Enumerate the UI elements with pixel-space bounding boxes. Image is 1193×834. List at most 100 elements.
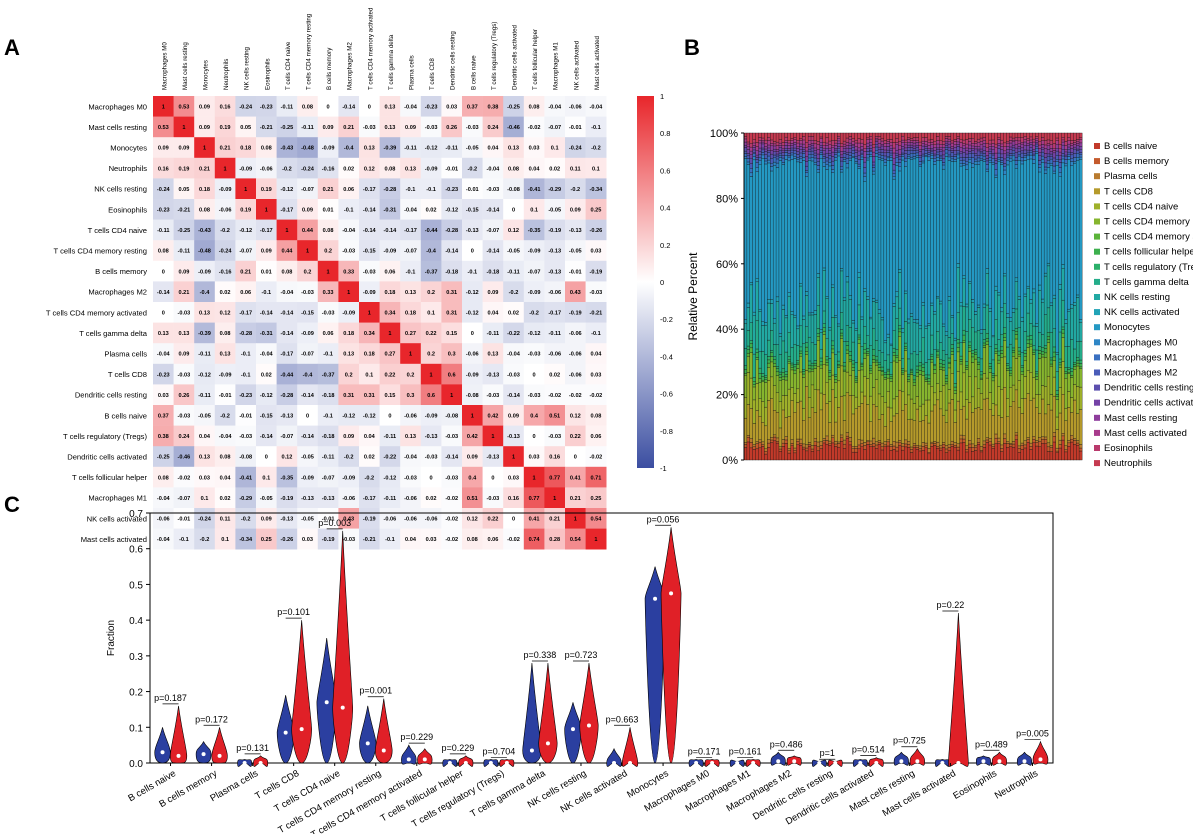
stacked-bar-segment (939, 140, 943, 145)
stacked-bar-segment (828, 158, 832, 163)
stacked-bar-segment (1011, 139, 1016, 142)
heatmap-cell (317, 219, 339, 241)
stacked-bar-segment (883, 444, 888, 447)
heatmap-cell (173, 343, 195, 365)
legend-label: Mast cells activated (1104, 428, 1187, 439)
stacked-bar-segment (936, 143, 940, 149)
violin-group2-median (710, 761, 715, 765)
stacked-bar-segment (1035, 136, 1039, 139)
stacked-bar-segment (781, 152, 786, 156)
stacked-bar-segment (764, 148, 768, 152)
stacked-bar-segment (962, 143, 966, 146)
heatmap-col-label: NK cells activated (573, 40, 580, 90)
heatmap-cell (194, 219, 216, 241)
heatmap-cell-value: -0.06 (548, 290, 561, 296)
stacked-bar-segment (872, 132, 876, 145)
heatmap-cell-value: 0.34 (384, 311, 396, 317)
stacked-bar-segment (930, 410, 934, 443)
heatmap-cell (359, 178, 380, 200)
heatmap-cell-value: -0.28 (384, 187, 397, 193)
stacked-bar-segment (816, 171, 821, 274)
stacked-bar-segment (936, 149, 940, 153)
heatmap-cell-value: -0.15 (466, 208, 479, 214)
stacked-bar-segment (959, 434, 963, 440)
stacked-bar-segment (825, 157, 829, 162)
heatmap-cell (462, 425, 483, 447)
stacked-bar-segment (1067, 440, 1071, 444)
heatmap-cell-value: 1 (368, 311, 371, 317)
stacked-bar-segment (976, 364, 981, 370)
stacked-bar-segment (799, 325, 803, 348)
heatmap-col-label: Macrophages M0 (161, 42, 168, 90)
heatmap-cell-value: -0.19 (363, 517, 376, 523)
heatmap-cell-value: 0.02 (364, 455, 375, 461)
stacked-bar-segment (968, 138, 972, 142)
stacked-bar-segment (927, 452, 931, 455)
heatmap-cell (503, 446, 525, 468)
stacked-bar-segment (906, 358, 911, 375)
stacked-bar-segment (974, 376, 978, 409)
stacked-bar-segment (842, 151, 847, 154)
heatmap-cell (379, 302, 401, 323)
violin-group2-median (792, 759, 797, 764)
stacked-bar-segment (831, 389, 835, 436)
stacked-bar-segment (749, 447, 754, 461)
heatmap-cell (359, 405, 380, 426)
heatmap-cell (441, 96, 463, 117)
stacked-bar-segment (778, 145, 783, 148)
stacked-bar-segment (872, 404, 876, 439)
stacked-bar-segment (851, 413, 856, 447)
heatmap-cell-value: 0.74 (529, 537, 541, 543)
heatmap-cell (441, 425, 463, 447)
stacked-bar-segment (1070, 158, 1074, 162)
heatmap-cell (214, 363, 236, 385)
stacked-bar-segment (761, 325, 765, 352)
heatmap-cell (420, 487, 442, 509)
heatmap-cell (256, 343, 277, 365)
stacked-bar-segment (1064, 373, 1068, 379)
stacked-bar-segment (965, 157, 969, 162)
heatmap-cell (523, 260, 545, 282)
stacked-bar-segment (883, 146, 888, 151)
stacked-bar-segment (877, 442, 882, 445)
stacked-bar-segment (1046, 143, 1051, 146)
heatmap-cell-value: -0.06 (466, 352, 479, 358)
stacked-bar-segment (988, 148, 992, 152)
stacked-bar-segment (988, 409, 992, 439)
stacked-bar-segment (1038, 132, 1042, 142)
stacked-bar-segment (918, 351, 923, 363)
stacked-bar-segment (944, 445, 949, 450)
stacked-bar-segment (944, 422, 949, 446)
heatmap-cell-value: 0.1 (365, 372, 373, 378)
heatmap-cell-value: 0.09 (508, 414, 519, 420)
heatmap-cell (235, 384, 257, 406)
stacked-bar-segment (816, 450, 821, 461)
heatmap-cell (565, 322, 586, 344)
heatmap-cell (523, 302, 545, 323)
heatmap-cell-value: -0.03 (528, 352, 541, 358)
heatmap-cell-value: -0.12 (384, 475, 397, 481)
legend-label: T cells CD4 memory activated (1104, 232, 1193, 243)
stacked-bar-segment (971, 145, 975, 149)
stacked-bar-segment (953, 442, 958, 446)
heatmap-cell-value: -0.12 (528, 331, 541, 337)
stacked-bar-segment (787, 292, 791, 297)
heatmap-cell-value: -0.14 (487, 249, 501, 255)
stacked-bar-segment (939, 158, 943, 161)
stacked-bar-segment (1023, 360, 1027, 377)
stacked-bar-segment (982, 307, 987, 330)
heatmap-cell-value: 0.21 (549, 517, 560, 523)
stacked-bar-segment (877, 370, 882, 395)
stacked-bar-segment (1078, 159, 1083, 320)
stacked-bar-segment (1020, 398, 1025, 414)
stacked-bar-segment (915, 140, 920, 143)
stacked-bar-segment (976, 132, 981, 140)
stacked-bar-segment (860, 156, 864, 160)
stacked-bar-segment (828, 376, 832, 380)
heatmap-cell-value: 0.6 (448, 372, 456, 378)
stacked-bar-segment (1000, 149, 1004, 155)
stacked-bar-segment (936, 399, 940, 443)
stacked-bar-segment (764, 451, 768, 455)
stacked-bar-segment (807, 336, 812, 362)
stacked-bar-segment (845, 353, 850, 373)
